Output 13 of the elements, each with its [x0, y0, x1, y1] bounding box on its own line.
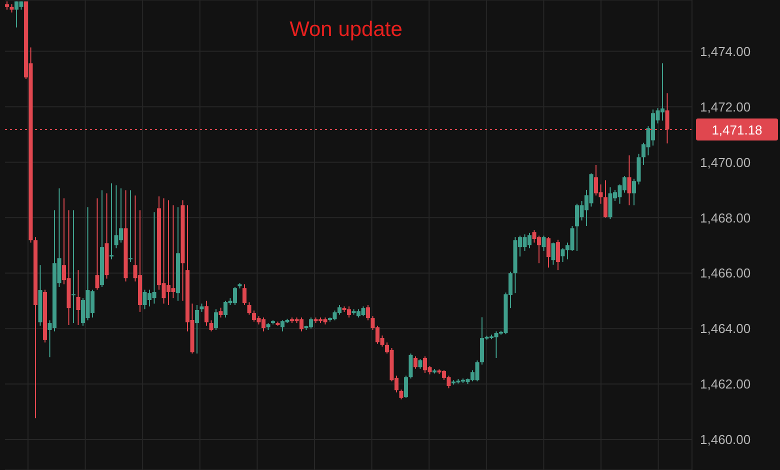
candlestick	[110, 183, 114, 260]
y-tick-label: 1,468.00	[700, 210, 751, 226]
y-tick-label: 1,464.00	[700, 321, 751, 336]
y-tick-label: 1,474.00	[700, 44, 751, 59]
candlestick	[72, 210, 76, 324]
y-tick-label: 1,472.00	[700, 99, 751, 114]
y-tick-label: 1,462.00	[700, 376, 751, 392]
ref-line-label: 1,471.18	[712, 122, 762, 138]
text: Won update	[288, 18, 404, 42]
y-tick-label: 1,466.00	[700, 266, 751, 281]
y-tick-label: 1,470.00	[700, 154, 751, 170]
y-tick-label: 1,460.00	[700, 432, 751, 448]
candlestick	[128, 190, 132, 262]
